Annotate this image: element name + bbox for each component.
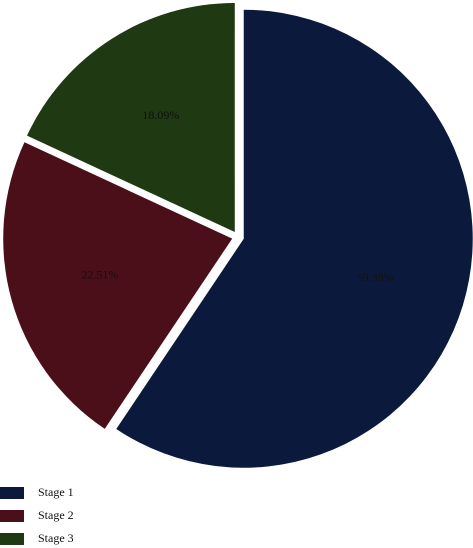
legend-swatch — [0, 487, 24, 499]
pie-slice — [3, 142, 233, 429]
slice-label: 59.39% — [357, 270, 394, 284]
legend-swatch — [0, 510, 24, 522]
slice-label: 22.51% — [81, 267, 118, 281]
legend-label: Stage 2 — [38, 508, 74, 522]
slice-label: 18.09% — [142, 108, 179, 122]
legend-swatch — [0, 533, 24, 545]
legend-label: Stage 1 — [38, 485, 74, 499]
pie-slice — [116, 9, 473, 468]
pie-slice — [27, 2, 235, 232]
legend-label: Stage 3 — [38, 531, 74, 545]
